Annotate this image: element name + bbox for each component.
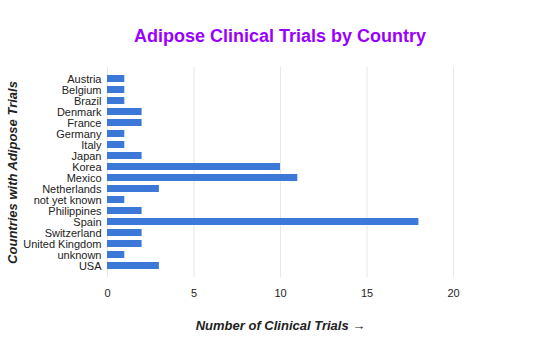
svg-text:Mexico: Mexico	[66, 171, 102, 184]
svg-text:Brazil: Brazil	[74, 94, 102, 107]
svg-text:Number of Clinical Trials →: Number of Clinical Trials →	[196, 318, 366, 333]
svg-text:Japan: Japan	[71, 149, 102, 162]
svg-text:Italy: Italy	[81, 138, 102, 151]
svg-text:Countries with Adipose Trials: Countries with Adipose Trials	[5, 81, 20, 264]
svg-text:United Kingdom: United Kingdom	[23, 237, 102, 250]
svg-text:Austria: Austria	[67, 72, 102, 85]
svg-text:Switzerland: Switzerland	[44, 226, 102, 239]
svg-text:USA: USA	[79, 260, 102, 272]
svg-text:France: France	[67, 116, 102, 129]
svg-text:unknown: unknown	[57, 248, 102, 261]
svg-text:Philippines: Philippines	[48, 204, 102, 217]
svg-text:0: 0	[104, 287, 110, 299]
html-text:Adipose Clinical Trials by Cou: Adipose Clinical Trials by Country	[134, 26, 426, 46]
svg-text:Netherlands: Netherlands	[42, 182, 102, 195]
svg-text:10: 10	[274, 287, 286, 299]
svg-text:Spain: Spain	[73, 215, 102, 228]
svg-text:Korea: Korea	[72, 160, 102, 173]
svg-text:Germany: Germany	[56, 127, 102, 140]
svg-text:5: 5	[191, 287, 197, 299]
svg-text:20: 20	[447, 287, 459, 299]
svg-text:not yet known: not yet known	[33, 193, 102, 206]
svg-text:Denmark: Denmark	[56, 105, 102, 118]
svg-text:15: 15	[361, 287, 373, 299]
svg-text:Belgium: Belgium	[61, 83, 102, 96]
